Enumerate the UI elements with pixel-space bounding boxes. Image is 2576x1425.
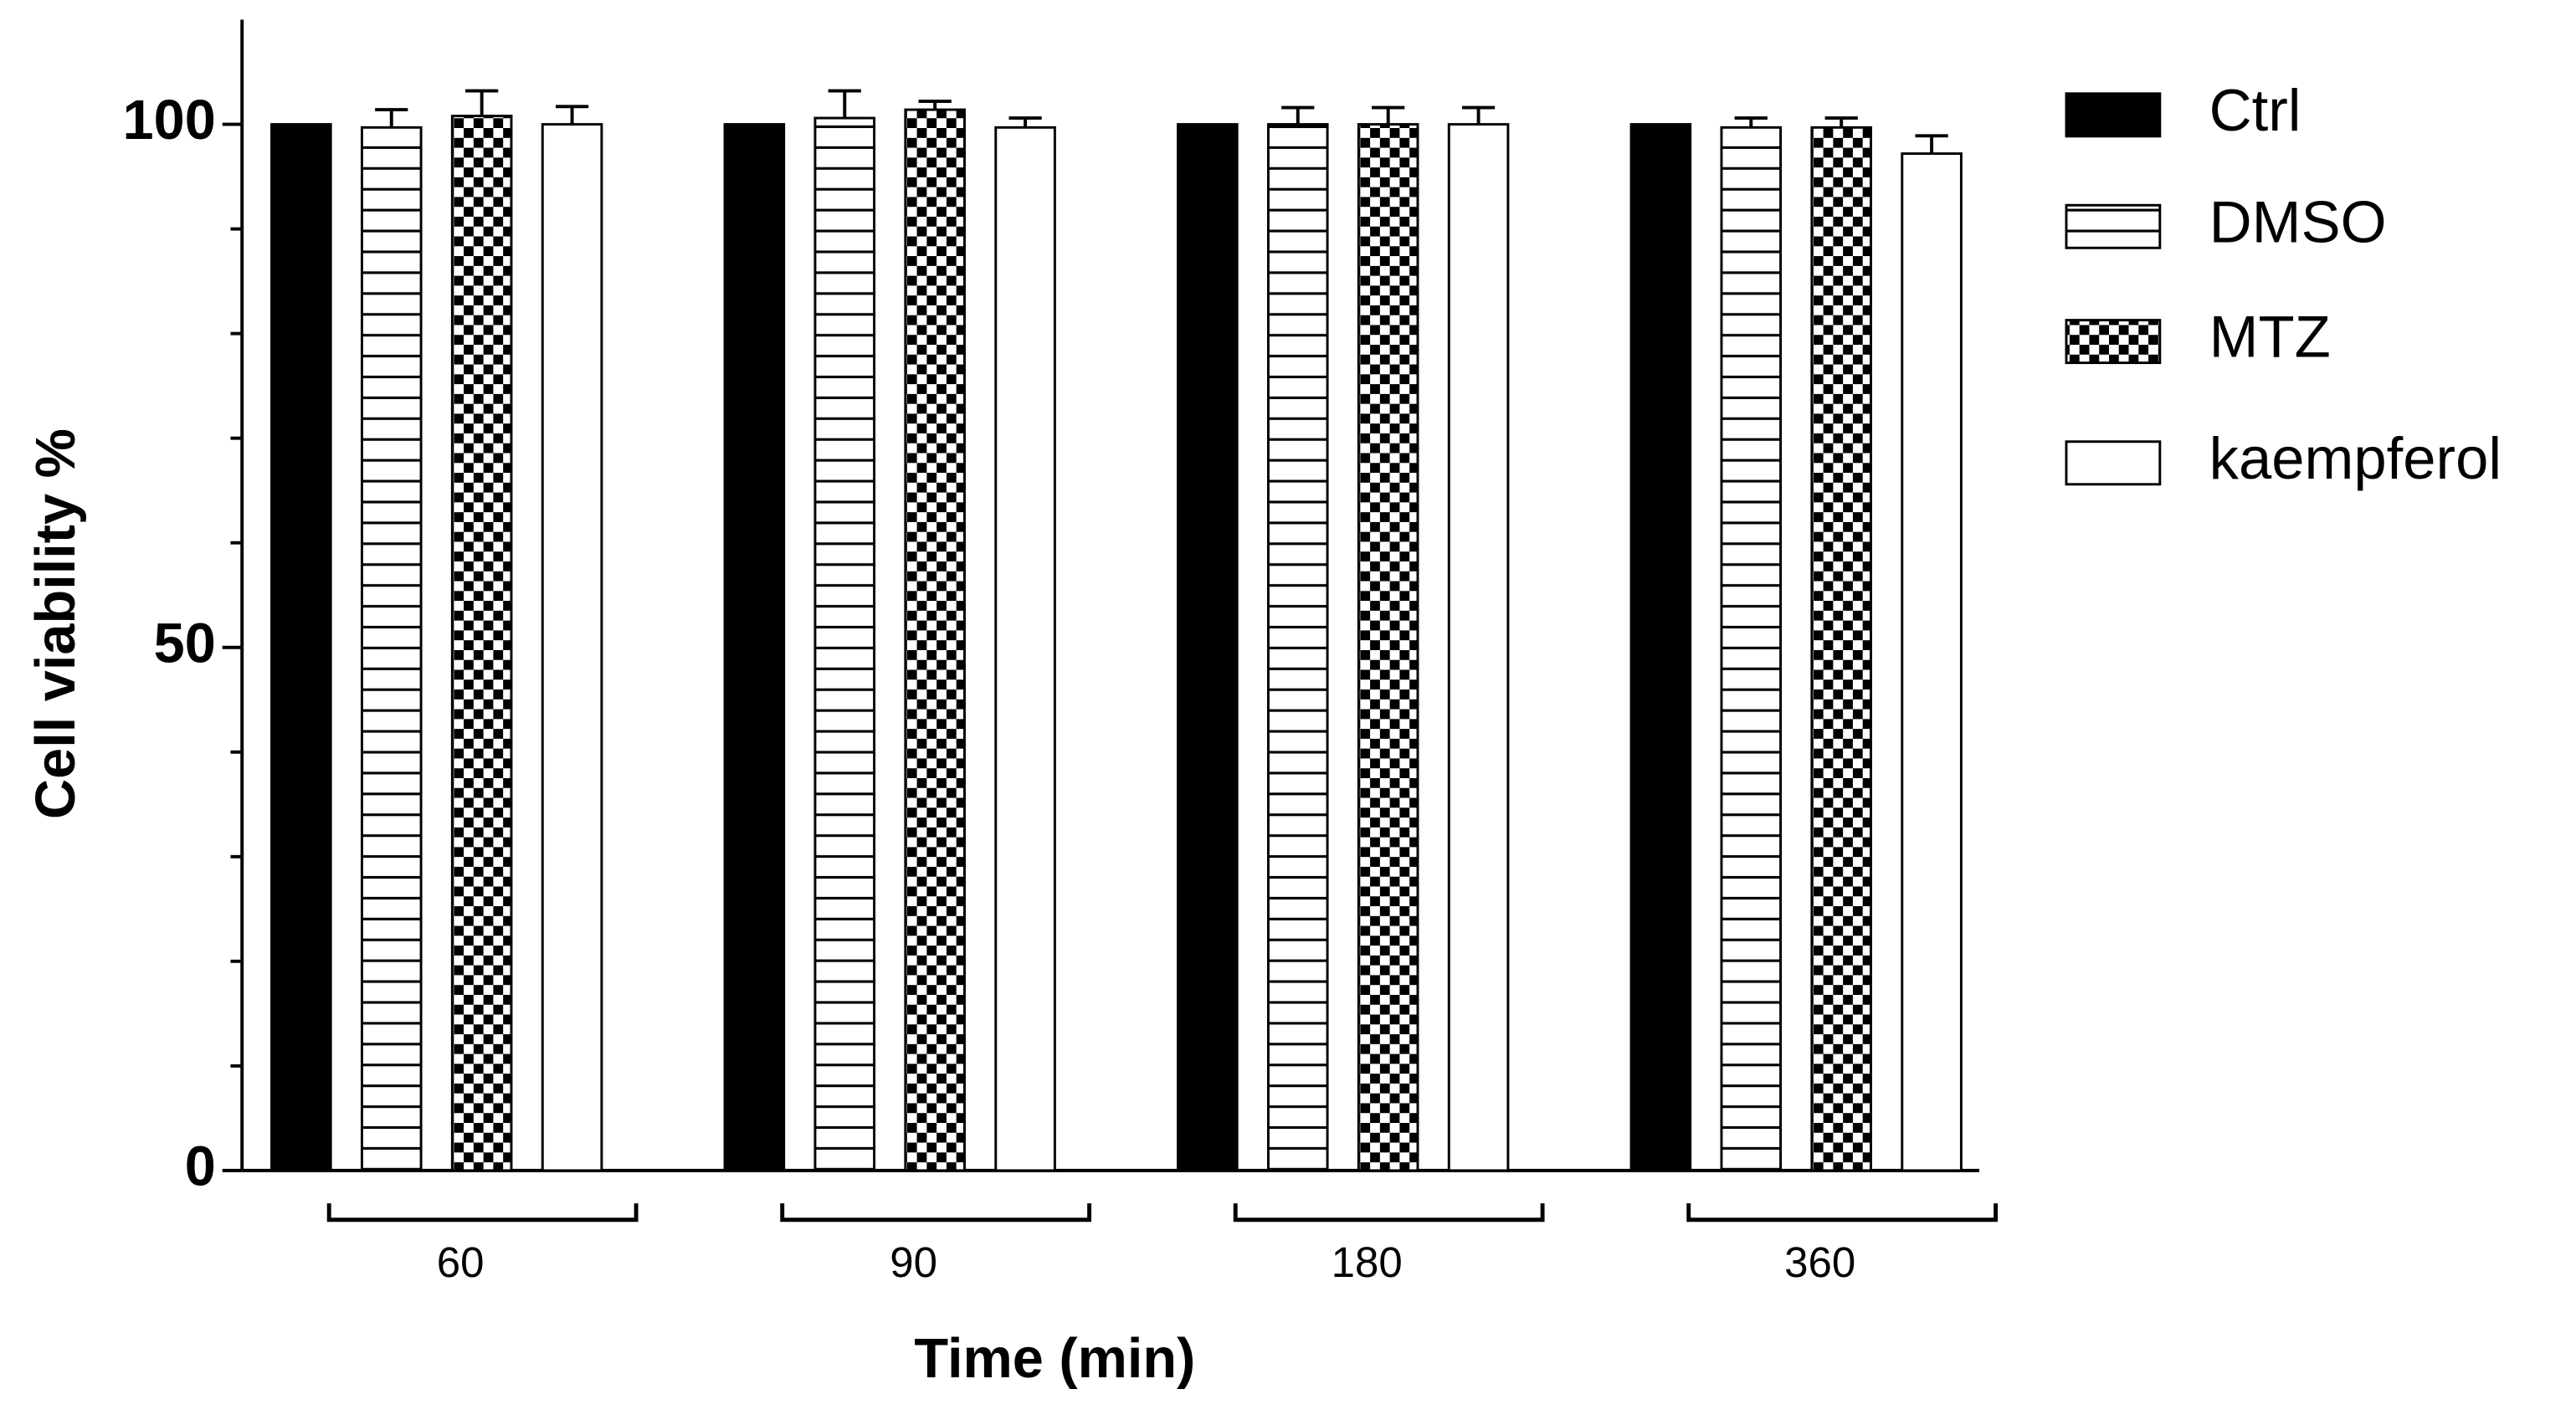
y-tick-label: 0 (185, 1136, 216, 1198)
error-bar (375, 108, 408, 128)
bar (813, 116, 876, 1172)
legend-swatch (2065, 319, 2162, 365)
category-bracket (1233, 1203, 1545, 1223)
x-tick-label: 360 (1784, 1238, 1855, 1286)
legend-label: kaempferol (2209, 425, 2502, 491)
x-tick-label: 60 (437, 1238, 485, 1286)
error-bar (1915, 134, 1948, 154)
y-tick-label: 50 (154, 613, 216, 674)
error-bar (1281, 105, 1315, 125)
error-bar (1824, 116, 1858, 128)
bar (1901, 152, 1963, 1172)
legend-label: DMSO (2209, 188, 2387, 254)
legend-swatch (2065, 92, 2162, 138)
legend-swatch (2065, 440, 2162, 486)
error-bar (1461, 105, 1496, 125)
bar (1810, 126, 1872, 1172)
error-bar (828, 89, 861, 119)
y-axis-title: Cell viability % (25, 428, 87, 819)
bar (994, 126, 1056, 1172)
legend-label: Ctrl (2209, 77, 2301, 143)
category-bracket (780, 1203, 1092, 1223)
bar (1357, 123, 1419, 1172)
legend-swatch (2065, 203, 2162, 249)
bar (1266, 123, 1329, 1172)
error-bar (465, 89, 499, 116)
x-tick-label: 180 (1332, 1238, 1403, 1286)
bar (1447, 123, 1510, 1172)
category-bracket (1686, 1203, 1999, 1223)
error-bar (555, 105, 589, 125)
bar (723, 123, 786, 1172)
legend-label: MTZ (2209, 304, 2331, 370)
error-bar (918, 100, 952, 110)
error-bar (1008, 116, 1042, 128)
y-tick-label: 100 (123, 90, 216, 151)
bar (1177, 123, 1239, 1172)
x-axis-title: Time (min) (914, 1328, 1195, 1390)
bar (270, 123, 332, 1172)
error-bar (1734, 116, 1768, 128)
error-bar (1372, 105, 1405, 125)
bar (904, 108, 966, 1172)
bar (541, 123, 603, 1172)
bar (1720, 126, 1783, 1172)
category-bracket (326, 1203, 639, 1223)
x-tick-label: 90 (890, 1238, 937, 1286)
bar (360, 126, 423, 1172)
bar (450, 115, 513, 1172)
bar (1629, 123, 1692, 1172)
